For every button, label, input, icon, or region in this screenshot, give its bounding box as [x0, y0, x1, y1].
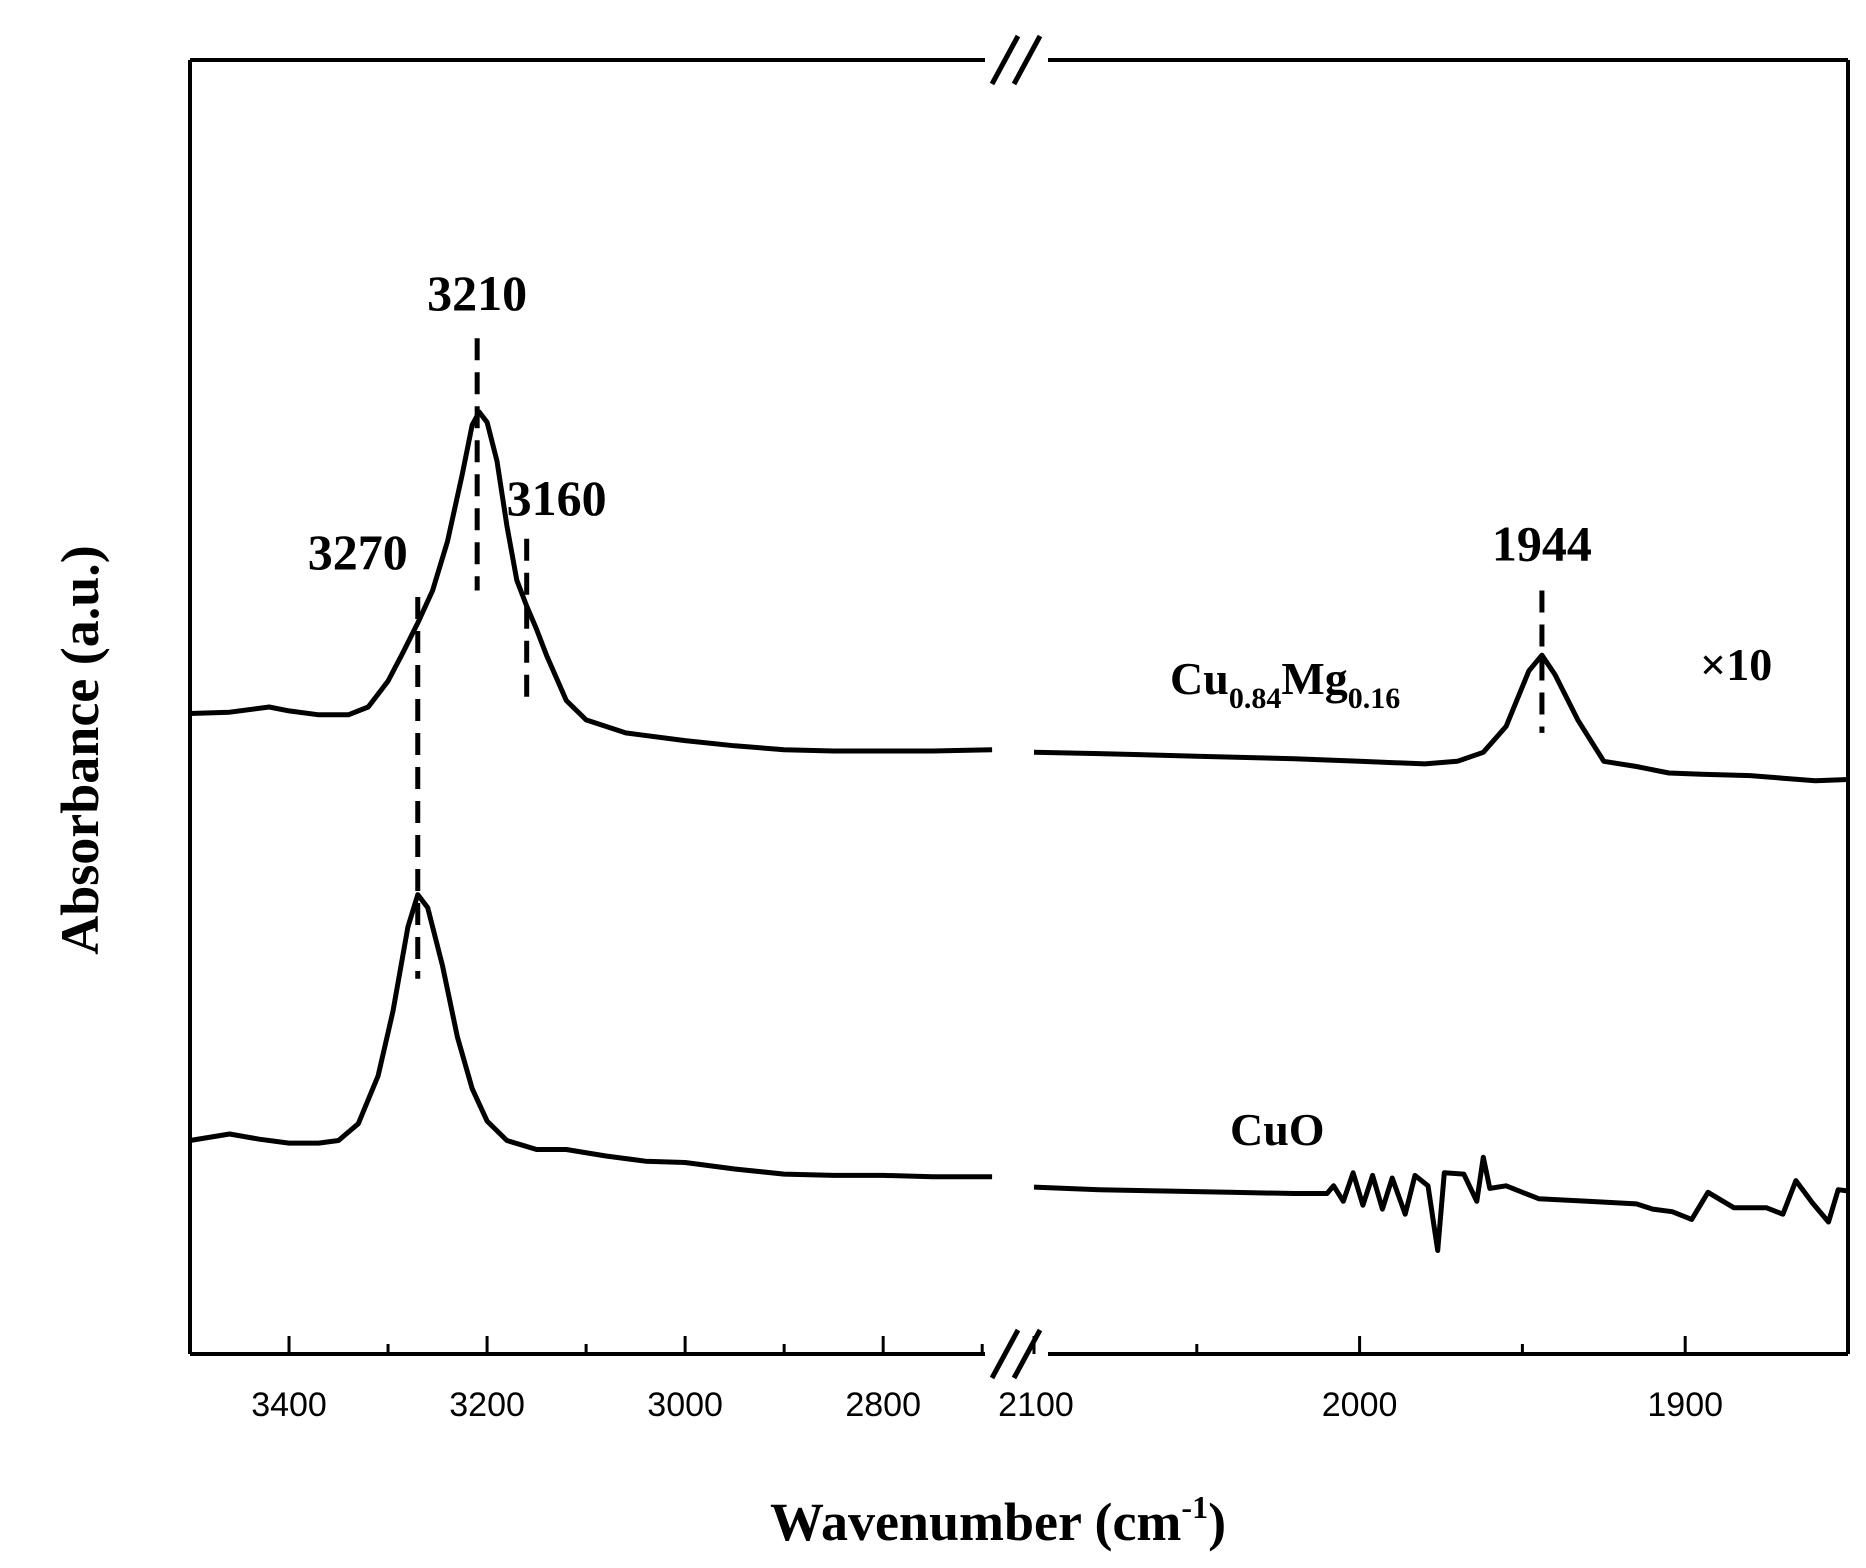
- series-line-cuo-left: [189, 892, 993, 1180]
- series-label-cuo: CuO: [1230, 1104, 1325, 1155]
- series-line-cuo-right: [1033, 1154, 1849, 1253]
- axis-break-marks: [989, 34, 1043, 1380]
- x-axis-ticks: [188, 1336, 1687, 1354]
- peak-label-3160: 3160: [507, 470, 607, 526]
- break-mark-top-1: [989, 34, 1021, 86]
- series-line-cu-mg-right: [1033, 652, 1849, 784]
- plot-frame: [188, 58, 1850, 1356]
- x-axis-title: Wavenumber (cm-1): [770, 1489, 1226, 1552]
- peak-label-3270: 3270: [308, 524, 408, 580]
- tick-label: 3400: [251, 1386, 327, 1424]
- tick-label: 3000: [647, 1386, 723, 1424]
- series-line-cu-mg-left: [189, 409, 993, 754]
- tick-label: 2800: [845, 1386, 921, 1424]
- peak-label-1944: 1944: [1492, 516, 1592, 572]
- scale-annotation: ×10: [1700, 639, 1772, 690]
- tick-label: 3200: [449, 1386, 525, 1424]
- tick-label: 2000: [1322, 1386, 1398, 1424]
- series-label-cu-mg: Cu0.84Mg0.16: [1170, 653, 1400, 715]
- break-mark-top-2: [1011, 34, 1043, 86]
- peak-markers: 3270 3210 3160 1944: [308, 265, 1592, 979]
- tick-label: 1900: [1647, 1386, 1723, 1424]
- break-mark-bottom-2: [1011, 1328, 1043, 1380]
- tick-label: 2100: [998, 1386, 1074, 1424]
- spectra: [189, 409, 1849, 1253]
- break-mark-bottom-1: [989, 1328, 1021, 1380]
- x-axis-tick-labels: 3400 3200 3000 2800 2100 2000 1900: [251, 1386, 1723, 1424]
- peak-label-3210: 3210: [427, 265, 527, 321]
- y-axis-title: Absorbance (a.u.): [50, 545, 110, 955]
